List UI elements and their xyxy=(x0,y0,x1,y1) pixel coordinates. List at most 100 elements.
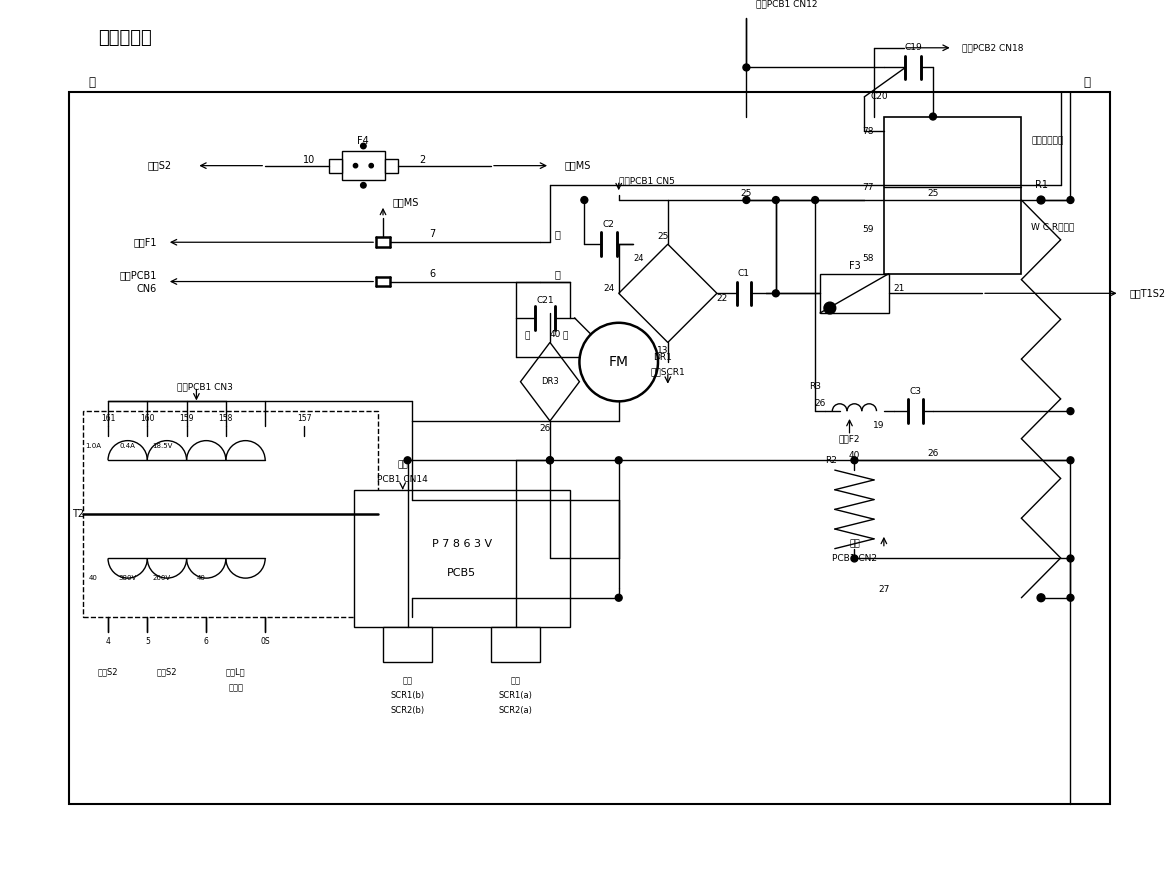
Text: 对应: 对应 xyxy=(402,677,413,686)
Text: 157: 157 xyxy=(297,414,311,423)
Text: SCR2(a): SCR2(a) xyxy=(499,706,533,715)
Text: CN6: CN6 xyxy=(136,285,157,294)
Text: 58: 58 xyxy=(863,255,874,263)
Text: 13: 13 xyxy=(658,346,668,354)
Text: PCB1 CN2: PCB1 CN2 xyxy=(831,554,877,563)
Text: 380V: 380V xyxy=(119,575,136,581)
Text: 对应S2: 对应S2 xyxy=(156,667,177,676)
Text: 158: 158 xyxy=(219,414,233,423)
Bar xyxy=(69,92,1110,804)
Text: 白: 白 xyxy=(562,331,568,340)
Text: 对应SCR1: 对应SCR1 xyxy=(651,368,686,377)
Text: 对应PCB1 CN5: 对应PCB1 CN5 xyxy=(619,176,675,185)
Bar xyxy=(329,159,342,172)
Circle shape xyxy=(743,196,750,203)
Text: 连接器: 连接器 xyxy=(229,683,244,692)
Text: 对应S2: 对应S2 xyxy=(148,161,171,171)
Text: 对应MS: 对应MS xyxy=(393,197,420,207)
Text: 24: 24 xyxy=(633,255,644,263)
Text: 7: 7 xyxy=(429,229,435,240)
Text: SCR2(b): SCR2(b) xyxy=(391,706,424,715)
Text: 77: 77 xyxy=(863,183,874,192)
Text: 前: 前 xyxy=(89,76,96,88)
Bar xyxy=(382,628,433,661)
Circle shape xyxy=(1067,196,1074,203)
Text: 19: 19 xyxy=(873,422,885,431)
Circle shape xyxy=(1067,457,1074,464)
Text: C21: C21 xyxy=(536,295,554,305)
Text: 对应PCB1 CN3: 对应PCB1 CN3 xyxy=(177,382,233,391)
Text: SCR1(b): SCR1(b) xyxy=(391,691,424,700)
Text: 21: 21 xyxy=(893,284,905,293)
Text: 78: 78 xyxy=(863,126,874,136)
Circle shape xyxy=(1067,555,1074,562)
Text: 40: 40 xyxy=(197,575,205,581)
Text: C20: C20 xyxy=(870,93,887,102)
Text: 对应: 对应 xyxy=(511,677,520,686)
Circle shape xyxy=(547,457,554,464)
Bar xyxy=(491,628,540,661)
Text: FM: FM xyxy=(609,355,628,369)
Circle shape xyxy=(360,143,366,149)
Text: 160: 160 xyxy=(140,414,155,423)
Text: 对应PCB1: 对应PCB1 xyxy=(120,271,157,280)
Text: W C R连接点: W C R连接点 xyxy=(1031,222,1074,231)
Text: 对应PCB1 CN12: 对应PCB1 CN12 xyxy=(757,0,817,8)
Text: C2: C2 xyxy=(603,220,614,229)
Circle shape xyxy=(851,555,858,562)
Circle shape xyxy=(581,196,588,203)
Text: 25: 25 xyxy=(658,232,668,240)
Text: SCR1(a): SCR1(a) xyxy=(499,691,533,700)
Text: DR1: DR1 xyxy=(653,353,673,362)
Text: 5: 5 xyxy=(145,637,149,646)
Text: 红: 红 xyxy=(555,229,561,240)
Circle shape xyxy=(824,302,836,314)
Text: 40: 40 xyxy=(849,451,861,460)
Text: F3: F3 xyxy=(849,261,861,271)
Circle shape xyxy=(929,113,936,120)
Circle shape xyxy=(743,64,750,71)
Text: 4: 4 xyxy=(106,637,111,646)
Text: 对应T1S2: 对应T1S2 xyxy=(1130,288,1166,298)
Circle shape xyxy=(1067,408,1074,415)
Text: 后: 后 xyxy=(1083,76,1090,88)
Text: 10: 10 xyxy=(303,155,316,164)
Circle shape xyxy=(353,164,358,168)
Text: 25: 25 xyxy=(927,188,939,198)
Text: R2: R2 xyxy=(826,456,837,465)
Text: C1: C1 xyxy=(738,269,750,278)
Text: 40: 40 xyxy=(89,575,98,581)
Text: 灰: 灰 xyxy=(525,331,531,340)
Text: C3: C3 xyxy=(909,387,922,396)
Text: 18.5V: 18.5V xyxy=(152,443,173,448)
Text: 6: 6 xyxy=(204,637,209,646)
Text: 26: 26 xyxy=(540,424,550,433)
Text: 59: 59 xyxy=(863,225,874,234)
Text: 2: 2 xyxy=(419,155,426,164)
Text: 对应PCB2 CN18: 对应PCB2 CN18 xyxy=(962,43,1024,52)
Circle shape xyxy=(851,457,858,464)
Text: 27: 27 xyxy=(878,585,890,594)
Text: 0.4A: 0.4A xyxy=(120,443,135,448)
Text: R1: R1 xyxy=(1034,180,1047,190)
Circle shape xyxy=(360,182,366,188)
Text: 40: 40 xyxy=(549,330,561,339)
Text: R3: R3 xyxy=(809,382,821,391)
Text: P 7 8 6 3 V: P 7 8 6 3 V xyxy=(431,538,492,549)
Circle shape xyxy=(1067,594,1074,601)
Circle shape xyxy=(616,594,623,601)
Text: 对应: 对应 xyxy=(849,539,859,548)
Text: C19: C19 xyxy=(905,43,922,52)
Text: 对应F1: 对应F1 xyxy=(134,237,157,248)
Text: 对应F2: 对应F2 xyxy=(838,434,861,443)
Circle shape xyxy=(772,290,779,297)
Text: 脉冲同期输出: 脉冲同期输出 xyxy=(1031,137,1063,146)
Bar xyxy=(385,159,398,172)
Circle shape xyxy=(580,323,658,401)
Text: 6: 6 xyxy=(429,269,435,278)
Bar xyxy=(84,411,378,617)
Text: 对应: 对应 xyxy=(398,461,408,469)
Text: F4: F4 xyxy=(358,136,370,146)
Text: （风机板）: （风机板） xyxy=(98,29,152,47)
Circle shape xyxy=(370,164,373,168)
